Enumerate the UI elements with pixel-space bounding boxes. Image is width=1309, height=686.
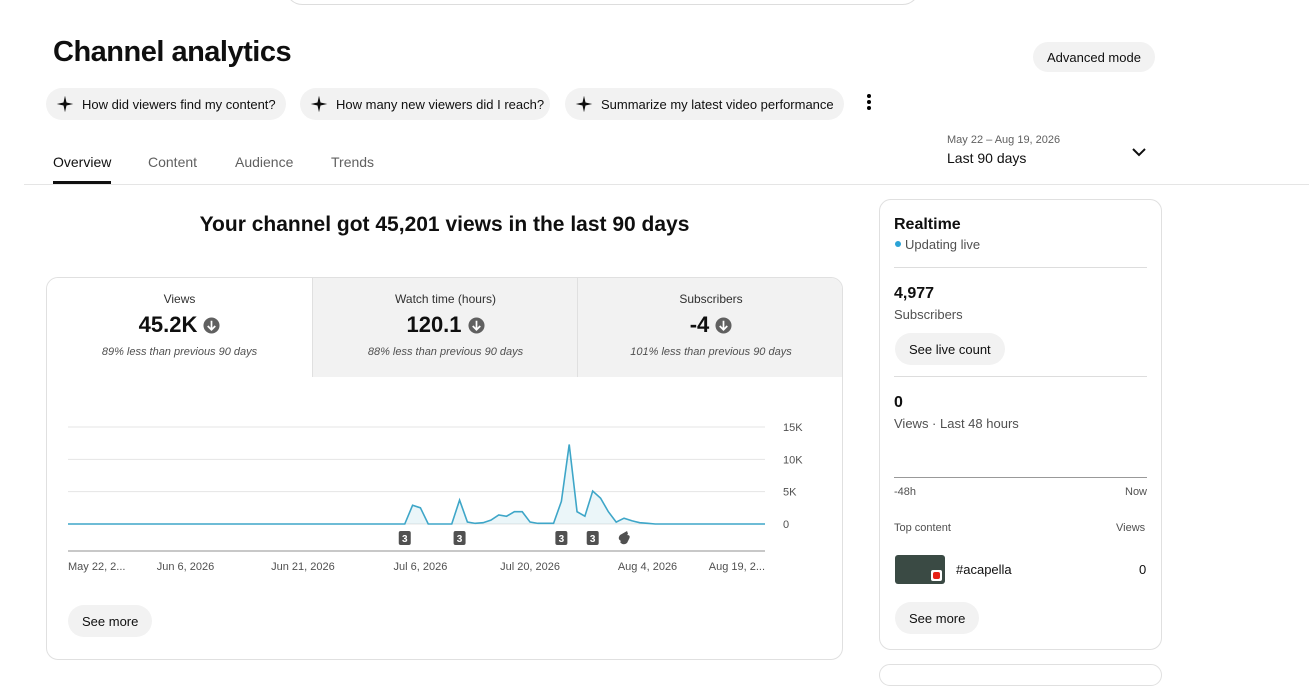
video-views: 0 bbox=[1139, 562, 1147, 577]
suggestion-text: How did viewers find my content? bbox=[82, 96, 276, 112]
suggestion-chip[interactable]: How did viewers find my content? bbox=[46, 88, 286, 120]
divider bbox=[894, 376, 1147, 377]
video-marker[interactable]: 3 bbox=[398, 531, 411, 545]
marker-label: 3 bbox=[402, 534, 408, 545]
headline: Your channel got 45,201 views in the las… bbox=[199, 213, 690, 236]
date-range-label[interactable]: Last 90 days bbox=[947, 150, 1027, 166]
axis-label: Now bbox=[1125, 486, 1148, 498]
page: Channel analytics {"header": {"title": "… bbox=[24, 0, 1309, 686]
suggestion-chip[interactable]: How many new viewers did I reach? bbox=[300, 88, 550, 120]
next-card bbox=[879, 664, 1162, 686]
y-tick-label: 5K bbox=[783, 487, 797, 499]
marker-box bbox=[555, 531, 568, 545]
shorts-icon bbox=[618, 531, 630, 545]
metric-change: 88% less than previous 90 days bbox=[367, 346, 524, 358]
views-chart: 0 5K 10K 15K May 22, 2... Jun 6, 2026 Jun 21, … bbox=[68, 422, 803, 573]
views-label: Views · Last 48 hours bbox=[894, 416, 1019, 431]
metric-label: Subscribers bbox=[679, 292, 743, 306]
views-count: 0 bbox=[894, 394, 903, 411]
x-tick-label: Jul 6, 2026 bbox=[394, 561, 448, 573]
tab[interactable]: Content bbox=[148, 154, 198, 170]
page-title: Channel analytics bbox=[53, 36, 292, 68]
metric-value: 120.1 bbox=[406, 312, 462, 337]
tab[interactable]: Trends bbox=[331, 154, 375, 170]
area-fill bbox=[68, 444, 765, 524]
date-range: May 22 – Aug 19, 2026 bbox=[947, 134, 1061, 146]
marker-label: 3 bbox=[590, 534, 596, 545]
marker-box bbox=[453, 531, 466, 545]
video-marker[interactable]: 3 bbox=[555, 531, 568, 545]
overview-card: Views 45.2K 89% less than previous 90 days… bbox=[46, 277, 843, 660]
search-bar[interactable] bbox=[285, 0, 920, 5]
marker-label: 3 bbox=[457, 534, 463, 545]
metric-label: Watch time (hours) bbox=[395, 292, 496, 306]
down-icon bbox=[715, 316, 732, 334]
x-tick-label: Jul 20, 2026 bbox=[500, 561, 560, 573]
divider bbox=[24, 184, 1309, 185]
video-title[interactable]: #acapella bbox=[956, 562, 1012, 577]
down-icon bbox=[468, 316, 485, 334]
y-tick-label: 15K bbox=[783, 422, 803, 434]
metric-tile[interactable]: Watch time (hours) 120.1 88% less than pre… bbox=[312, 278, 578, 377]
views-line bbox=[68, 444, 765, 525]
metric-tile[interactable]: Views 45.2K 89% less than previous 90 days bbox=[47, 278, 312, 377]
body: Channel analytics Advanced mode How did … bbox=[24, 0, 1309, 686]
marker-box bbox=[586, 531, 599, 545]
marker-box bbox=[398, 531, 411, 545]
y-tick-label: 0 bbox=[783, 519, 789, 531]
video-marker[interactable] bbox=[618, 531, 630, 545]
realtime-title: Realtime bbox=[894, 216, 961, 233]
metric-tile[interactable]: Subscribers -4 101% less than previous 90 … bbox=[577, 278, 842, 377]
views-column-header: Views bbox=[1116, 522, 1146, 534]
axis-label: -48h bbox=[894, 486, 917, 498]
tab-indicator bbox=[53, 181, 111, 184]
more-menu[interactable] bbox=[862, 93, 876, 111]
tab[interactable]: Overview bbox=[53, 154, 112, 170]
metric-value: -4 bbox=[689, 312, 710, 337]
metric-change: 101% less than previous 90 days bbox=[630, 346, 792, 358]
video-marker[interactable]: 3 bbox=[586, 531, 599, 545]
realtime-card bbox=[879, 199, 1162, 650]
see-more-button[interactable]: See more bbox=[895, 602, 980, 634]
tab[interactable]: Audience bbox=[235, 154, 294, 170]
video-marker[interactable]: 3 bbox=[453, 531, 466, 545]
subscriber-count: 4,977 bbox=[894, 285, 935, 302]
x-tick-label: Jun 21, 2026 bbox=[271, 561, 335, 573]
top-content-header: Top content bbox=[894, 522, 951, 534]
x-tick-label: Jun 6, 2026 bbox=[157, 561, 215, 573]
metric-change: 89% less than previous 90 days bbox=[101, 346, 258, 358]
see-live-count-button[interactable]: See live count bbox=[895, 333, 1005, 365]
x-tick-label: Aug 4, 2026 bbox=[618, 561, 677, 573]
realtime-axis bbox=[894, 477, 1147, 478]
metric-label: Views bbox=[163, 292, 196, 306]
dropdown-icon[interactable] bbox=[1131, 146, 1147, 158]
subscriber-label: Subscribers bbox=[894, 307, 963, 322]
marker-label: 3 bbox=[559, 534, 565, 545]
suggestion-chip[interactable]: Summarize my latest video performance bbox=[565, 88, 844, 120]
down-icon bbox=[203, 316, 220, 334]
advanced-mode-button[interactable]: Advanced mode bbox=[1033, 42, 1155, 72]
y-tick-label: 10K bbox=[783, 454, 803, 466]
video-thumbnail[interactable] bbox=[895, 555, 945, 584]
divider bbox=[894, 267, 1147, 268]
suggestion-text: How many new viewers did I reach? bbox=[336, 96, 545, 112]
realtime-status: Updating live bbox=[905, 237, 981, 252]
suggestion-text: Summarize my latest video performance bbox=[601, 96, 834, 112]
metric-value: 45.2K bbox=[138, 312, 198, 337]
x-tick-label: May 22, 2... bbox=[68, 561, 125, 573]
live-dot bbox=[895, 241, 901, 247]
see-more-button[interactable]: See more bbox=[68, 605, 153, 637]
x-tick-label: Aug 19, 2... bbox=[709, 561, 765, 573]
